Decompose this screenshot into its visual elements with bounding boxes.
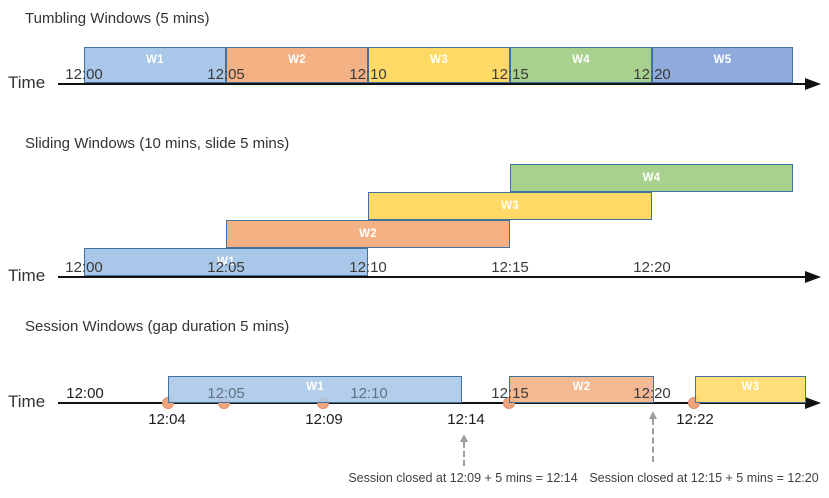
axis-tick: 12:20 — [633, 259, 671, 276]
session-window-bar-w1: W1 — [168, 376, 462, 403]
window-label: W3 — [430, 54, 448, 66]
annotation-arrow-line — [463, 442, 465, 466]
tumbling-window-bar-w4: W4 — [510, 47, 652, 83]
annotation-arrow-head — [460, 434, 468, 442]
axis-tick: 12:10 — [349, 259, 387, 276]
axis-tick: 12:05 — [207, 66, 245, 83]
axis-tick: 12:10 — [349, 66, 387, 83]
time-axis-line — [58, 276, 806, 278]
tumbling-window-bar-w2: W2 — [226, 47, 368, 83]
tumbling-section-title: Tumbling Windows (5 mins) — [25, 10, 210, 27]
time-axis-arrowhead — [805, 78, 821, 90]
tumbling-window-bar-w5: W5 — [652, 47, 793, 83]
axis-tick: 12:20 — [633, 385, 671, 402]
window-label: W1 — [306, 381, 324, 393]
session-section-title: Session Windows (gap duration 5 mins) — [25, 318, 290, 335]
time-axis-title: Time — [8, 392, 46, 411]
axis-tick: 12:05 — [207, 259, 245, 276]
axis-tick: 12:10 — [350, 385, 388, 402]
sliding-window-bar-w3: W3 — [368, 192, 652, 220]
annotation-arrow-line — [652, 419, 654, 462]
window-label: W4 — [642, 171, 661, 184]
session-window-bar-w3: W3 — [695, 376, 806, 403]
window-label: W4 — [572, 54, 590, 66]
window-label: W2 — [572, 381, 591, 393]
time-axis-arrowhead — [805, 397, 821, 409]
time-axis-line — [58, 402, 806, 404]
sliding-window-bar-w4: W4 — [510, 164, 793, 192]
tumbling-window-bar-w3: W3 — [368, 47, 510, 83]
axis-tick: 12:00 — [65, 259, 103, 276]
event-time-label: 12:22 — [676, 411, 714, 428]
axis-tick: 12:15 — [491, 66, 529, 83]
axis-tick: 12:20 — [633, 66, 671, 83]
window-label: W2 — [359, 227, 377, 240]
axis-tick: 12:05 — [207, 385, 245, 402]
window-label: W1 — [217, 255, 235, 268]
window-label: W5 — [713, 54, 732, 66]
tumbling-window-bar-w1: W1 — [84, 47, 226, 83]
event-time-label: 12:04 — [148, 411, 186, 428]
session-window-bar-w2: W2 — [509, 376, 654, 403]
session-annotation-text: Session closed at 12:15 + 5 mins = 12:20 — [589, 471, 819, 485]
event-time-label: 12:14 — [447, 411, 485, 428]
axis-tick: 12:00 — [65, 66, 103, 83]
axis-tick: 12:00 — [66, 385, 104, 402]
window-label: W2 — [288, 54, 306, 66]
time-axis-title: Time — [8, 73, 46, 92]
window-label: W3 — [501, 199, 519, 212]
window-label: W1 — [146, 54, 164, 66]
sliding-window-bar-w1: W1 — [84, 248, 368, 276]
window-label: W3 — [741, 381, 760, 393]
axis-tick: 12:15 — [491, 385, 529, 402]
sliding-section-title: Sliding Windows (10 mins, slide 5 mins) — [25, 135, 290, 152]
session-annotation-text: Session closed at 12:09 + 5 mins = 12:14 — [348, 471, 578, 485]
time-axis-arrowhead — [805, 271, 821, 283]
event-time-label: 12:09 — [305, 411, 343, 428]
time-axis-line — [58, 83, 806, 85]
time-axis-title: Time — [8, 266, 46, 285]
axis-tick: 12:15 — [491, 259, 529, 276]
annotation-arrow-head — [649, 411, 657, 419]
sliding-window-bar-w2: W2 — [226, 220, 510, 248]
